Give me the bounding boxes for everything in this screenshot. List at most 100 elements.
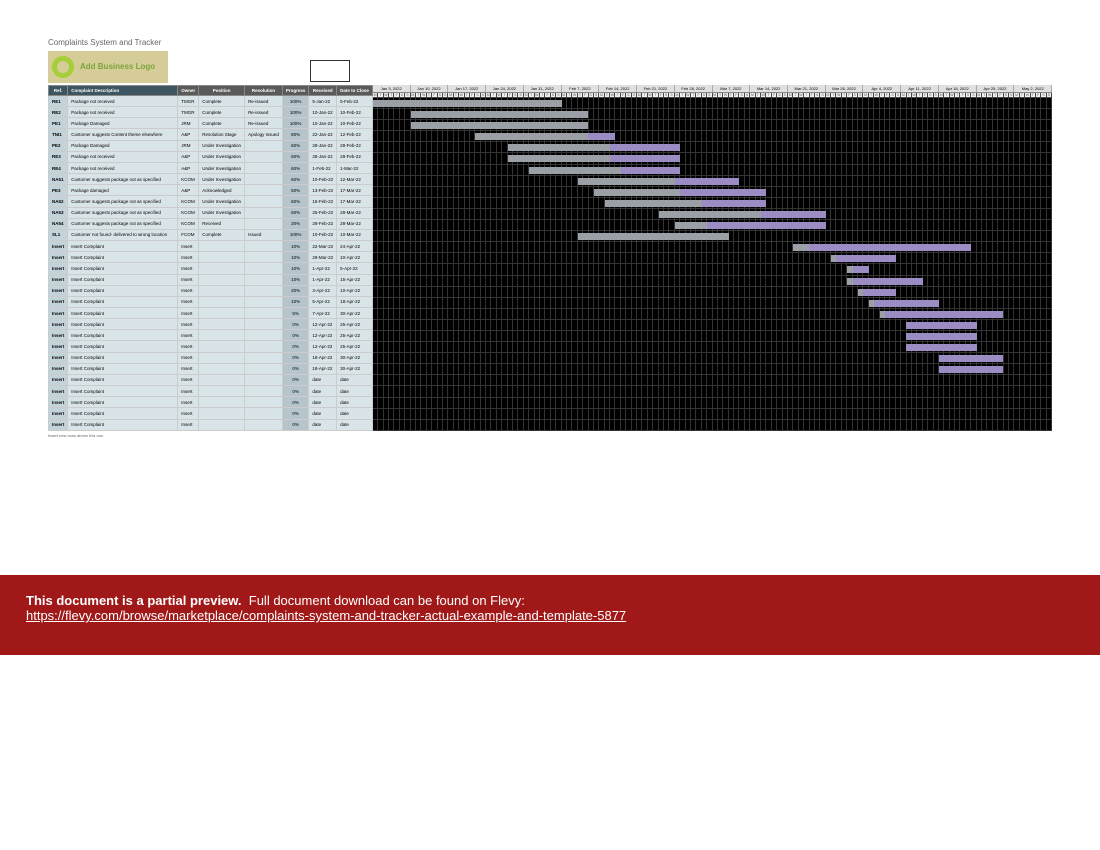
cell: Under Investigation <box>199 174 245 185</box>
cell: Insert <box>178 408 199 419</box>
table-row[interactable]: NA54Customer suggests package not as spe… <box>49 218 373 229</box>
cell <box>245 330 283 341</box>
table-row[interactable]: PE3Package damagedA&PAcknowledged50%13-F… <box>49 185 373 196</box>
cell: 24-Apr-22 <box>337 241 373 252</box>
cell: 60% <box>282 207 309 218</box>
table-row[interactable]: TNI1Customer suggests Content theme else… <box>49 129 373 140</box>
cell: 20% <box>282 218 309 229</box>
cell: 12-Feb-22 <box>337 129 373 140</box>
cell: Insert <box>49 296 68 307</box>
table-row[interactable]: RE4Package not receivedA&PUnder Investig… <box>49 162 373 173</box>
table-row[interactable]: SL1Customer not found- delivered to wron… <box>49 229 373 240</box>
table-row[interactable]: InsertInsert ComplaintInsert0%datedate <box>49 386 373 397</box>
cell: Package Damaged <box>68 118 178 129</box>
col-header: Position <box>199 86 245 96</box>
cell: 10-Feb-22 <box>309 229 337 240</box>
table-row[interactable]: RE3Package not receivedA&PUnder Investig… <box>49 151 373 162</box>
table-row[interactable]: InsertInsert ComplaintInsert0%12-Apr-222… <box>49 341 373 352</box>
table-row[interactable]: NA51Customer suggests package not as spe… <box>49 174 373 185</box>
cell <box>199 307 245 318</box>
gantt-row <box>373 386 1052 397</box>
table-row[interactable]: InsertInsert ComplaintInsert5%7-Apr-2230… <box>49 307 373 318</box>
table-row[interactable]: InsertInsert ComplaintInsert0%12-Apr-222… <box>49 330 373 341</box>
table-row[interactable]: InsertInsert ComplaintInsert10%5-Apr-221… <box>49 296 373 307</box>
cell: Insert <box>49 285 68 296</box>
cell: Under Investigation <box>199 162 245 173</box>
gantt-bar <box>863 289 895 296</box>
cell: Insert <box>49 363 68 374</box>
cell: Insert Complaint <box>68 408 178 419</box>
date-header-cell: Mar 21, 2022 <box>788 85 826 92</box>
gantt-row <box>373 176 1052 187</box>
cell <box>245 140 283 151</box>
cell: Customer suggests Content theme elsewher… <box>68 129 178 140</box>
cell: Re-issued <box>245 96 283 107</box>
gantt-bar <box>874 300 939 307</box>
col-header: Received <box>309 86 337 96</box>
cell: 18-Apr-22 <box>337 296 373 307</box>
table-row[interactable]: InsertInsert ComplaintInsert0%datedate <box>49 397 373 408</box>
table-row[interactable]: InsertInsert ComplaintInsert10%1-Apr-221… <box>49 274 373 285</box>
table-row[interactable]: InsertInsert ComplaintInsert10%29-Mar-22… <box>49 252 373 263</box>
cell <box>199 352 245 363</box>
gantt-row <box>373 220 1052 231</box>
gantt-bar <box>680 189 766 196</box>
cell: 0% <box>282 397 309 408</box>
gantt-row <box>373 120 1052 131</box>
table-row[interactable]: NA52Customer suggests package not as spe… <box>49 196 373 207</box>
gantt-row <box>373 142 1052 153</box>
table-row[interactable]: RE2Package not receivedTMGRCompleteRe-is… <box>49 107 373 118</box>
cell: 10% <box>282 263 309 274</box>
date-header-cell: May 2, 2022 <box>1014 85 1052 92</box>
cell: NA53 <box>49 207 68 218</box>
table-row[interactable]: InsertInsert ComplaintInsert0%datedate <box>49 374 373 385</box>
date-header-cell: Jan 3, 2022 <box>373 85 411 92</box>
cell <box>199 241 245 252</box>
table-row[interactable]: InsertInsert ComplaintInsert0%18-Apr-223… <box>49 352 373 363</box>
cell: date <box>309 374 337 385</box>
gantt-bar <box>605 200 702 207</box>
cell: KCOM <box>178 174 199 185</box>
cell: 25-Apr-22 <box>337 330 373 341</box>
table-row[interactable]: NA53Customer suggests package not as spe… <box>49 207 373 218</box>
cell: 50% <box>282 185 309 196</box>
table-row[interactable]: InsertInsert ComplaintInsert10%22-Mar-22… <box>49 241 373 252</box>
cell: Customer suggests package not as specifi… <box>68 218 178 229</box>
cell: FCOM <box>178 229 199 240</box>
table-row[interactable]: InsertInsert ComplaintInsert0%datedate <box>49 419 373 430</box>
legend-box <box>310 60 350 82</box>
cell: Customer suggests package not as specifi… <box>68 196 178 207</box>
gantt-row <box>373 153 1052 164</box>
cell: date <box>337 397 373 408</box>
cell: Customer suggests package not as specifi… <box>68 207 178 218</box>
cell: 100% <box>282 107 309 118</box>
table-row[interactable]: InsertInsert ComplaintInsert0%18-Apr-223… <box>49 363 373 374</box>
cell: Insert <box>49 352 68 363</box>
cell <box>245 352 283 363</box>
cell: Insert Complaint <box>68 307 178 318</box>
table-row[interactable]: InsertInsert ComplaintInsert20%3-Apr-221… <box>49 285 373 296</box>
cell <box>245 341 283 352</box>
cell: 60% <box>282 196 309 207</box>
date-header-cell: Apr 4, 2022 <box>863 85 901 92</box>
gantt-bar <box>588 133 615 140</box>
table-row[interactable]: RE1Package not receivedTMGRCompleteRe-is… <box>49 96 373 107</box>
cell: date <box>309 397 337 408</box>
cell: Package Damaged <box>68 140 178 151</box>
table-row[interactable]: InsertInsert ComplaintInsert10%1-Apr-225… <box>49 263 373 274</box>
table-row[interactable]: InsertInsert ComplaintInsert0%12-Apr-222… <box>49 319 373 330</box>
cell: 22-Jan-22 <box>309 129 337 140</box>
cell: A&P <box>178 185 199 196</box>
cell: 10-Feb-22 <box>337 118 373 129</box>
banner-link[interactable]: https://flevy.com/browse/marketplace/com… <box>26 608 626 623</box>
logo-placeholder: Add Business Logo <box>48 51 168 83</box>
table-row[interactable]: PE2Package DamagedJRMUnder Investigation… <box>49 140 373 151</box>
cell: Package not received <box>68 162 178 173</box>
gantt-bar <box>411 122 589 129</box>
cell <box>245 408 283 419</box>
table-row[interactable]: PE1Package DamagedJRMCompleteRe-issued10… <box>49 118 373 129</box>
logo-circle-icon <box>52 56 74 78</box>
table-row[interactable]: InsertInsert ComplaintInsert0%datedate <box>49 408 373 419</box>
cell: Insert <box>178 296 199 307</box>
cell: Insert <box>49 263 68 274</box>
